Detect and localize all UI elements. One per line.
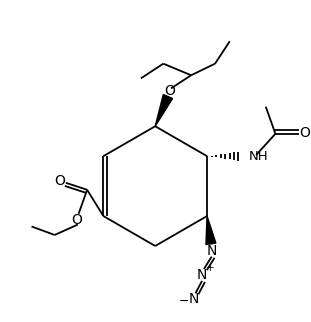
Text: N: N <box>207 244 217 258</box>
Text: O: O <box>55 174 66 187</box>
Text: −: − <box>179 295 189 308</box>
Polygon shape <box>155 95 173 126</box>
Text: N: N <box>197 268 207 282</box>
Text: N: N <box>188 292 199 306</box>
Polygon shape <box>206 216 216 244</box>
Text: O: O <box>165 84 175 99</box>
Text: O: O <box>72 213 82 227</box>
Text: +: + <box>206 263 215 273</box>
Text: NH: NH <box>248 150 268 163</box>
Text: O: O <box>299 126 310 140</box>
